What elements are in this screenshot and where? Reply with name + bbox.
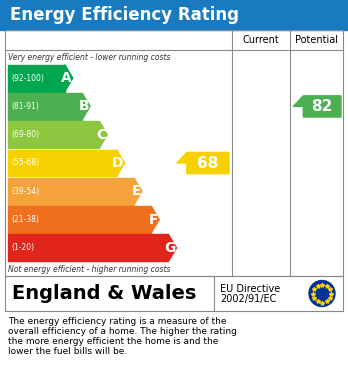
Bar (8, 121, 100, 148)
Text: (81-91): (81-91) (11, 102, 39, 111)
Bar (0, 0, 348, 30)
Text: overall efficiency of a home. The higher the rating: overall efficiency of a home. The higher… (8, 327, 237, 336)
Polygon shape (177, 152, 229, 174)
Text: Energy Efficiency Rating: Energy Efficiency Rating (10, 6, 239, 24)
Polygon shape (100, 121, 108, 148)
Text: lower the fuel bills will be.: lower the fuel bills will be. (8, 347, 127, 356)
Text: B: B (78, 99, 89, 113)
Text: Potential: Potential (295, 35, 338, 45)
Text: Very energy efficient - lower running costs: Very energy efficient - lower running co… (8, 52, 171, 61)
Text: D: D (112, 156, 124, 170)
Text: 68: 68 (197, 156, 219, 170)
Polygon shape (65, 65, 73, 91)
Text: EU Directive: EU Directive (220, 284, 280, 294)
Polygon shape (151, 206, 159, 233)
Bar (8, 178, 134, 204)
Text: (69-80): (69-80) (11, 130, 39, 139)
Bar (8, 235, 168, 261)
Polygon shape (168, 235, 176, 261)
Text: (39-54): (39-54) (11, 187, 39, 196)
Text: E: E (132, 184, 141, 198)
Text: (92-100): (92-100) (11, 74, 44, 83)
Text: 82: 82 (311, 99, 333, 114)
Polygon shape (134, 178, 142, 204)
Text: England & Wales: England & Wales (12, 284, 196, 303)
Text: (55-68): (55-68) (11, 158, 39, 167)
Bar (5, 30, 343, 276)
Text: (1-20): (1-20) (11, 243, 34, 252)
Text: (21-38): (21-38) (11, 215, 39, 224)
Polygon shape (82, 93, 90, 120)
Text: F: F (149, 213, 158, 226)
Circle shape (309, 280, 335, 307)
Bar (5, 276, 343, 311)
Text: A: A (61, 71, 72, 85)
Bar (8, 206, 151, 233)
Text: 2002/91/EC: 2002/91/EC (220, 294, 276, 304)
Text: G: G (164, 241, 175, 255)
Text: Current: Current (243, 35, 279, 45)
Bar (8, 150, 117, 176)
Bar (8, 93, 82, 120)
Bar (8, 65, 65, 91)
Text: Not energy efficient - higher running costs: Not energy efficient - higher running co… (8, 264, 171, 273)
Polygon shape (293, 96, 341, 117)
Polygon shape (117, 150, 125, 176)
Text: The energy efficiency rating is a measure of the: The energy efficiency rating is a measur… (8, 317, 227, 326)
Text: C: C (96, 128, 106, 142)
Text: the more energy efficient the home is and the: the more energy efficient the home is an… (8, 337, 219, 346)
